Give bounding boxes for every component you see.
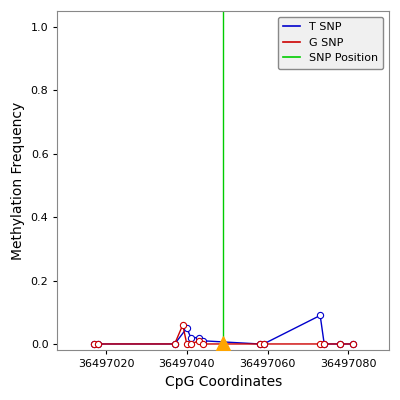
Point: [95, 341, 101, 347]
Point: [321, 341, 328, 347]
Point: [184, 341, 190, 347]
Point: [317, 312, 323, 319]
Point: [91, 341, 97, 347]
Point: [317, 341, 323, 347]
Point: [91, 341, 97, 347]
Point: [321, 341, 328, 347]
Point: [184, 325, 190, 331]
Point: [256, 341, 263, 347]
Point: [349, 341, 356, 347]
Point: [172, 341, 178, 347]
Point: [337, 341, 344, 347]
Y-axis label: Methylation Frequency: Methylation Frequency: [11, 102, 25, 260]
Point: [349, 341, 356, 347]
Point: [260, 341, 267, 347]
Point: [172, 341, 178, 347]
Point: [220, 341, 226, 347]
X-axis label: CpG Coordinates: CpG Coordinates: [164, 375, 282, 389]
Point: [188, 334, 194, 341]
Point: [256, 341, 263, 347]
Point: [200, 341, 206, 347]
Point: [180, 322, 186, 328]
Point: [196, 334, 202, 341]
Legend: T SNP, G SNP, SNP Position: T SNP, G SNP, SNP Position: [278, 17, 383, 69]
Point: [188, 341, 194, 347]
Point: [95, 341, 101, 347]
Point: [200, 338, 206, 344]
Point: [196, 338, 202, 344]
Point: [337, 341, 344, 347]
Point: [260, 341, 267, 347]
